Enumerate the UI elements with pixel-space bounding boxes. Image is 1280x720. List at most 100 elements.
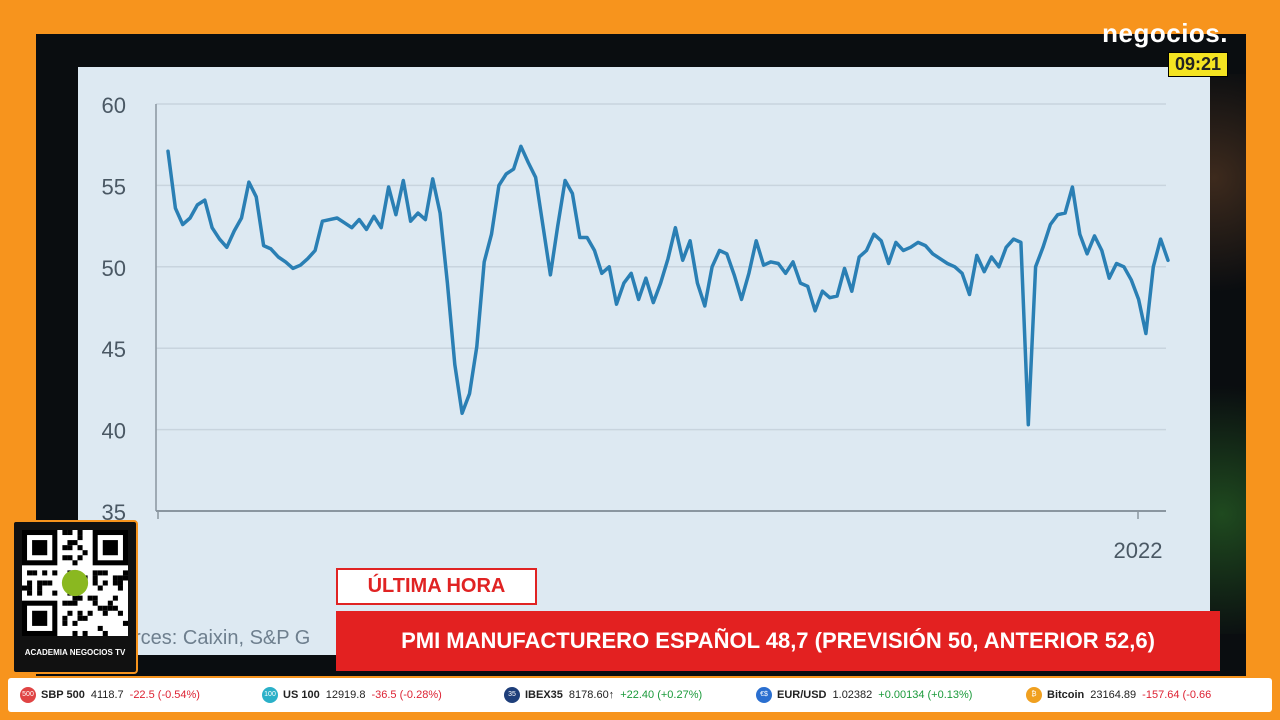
ticker-item: ₿ Bitcoin 23164.89 -157.64 (-0.66 — [1026, 678, 1211, 712]
qr-module — [107, 600, 113, 606]
qr-module — [67, 600, 73, 606]
ticker-name: US 100 — [283, 689, 320, 701]
qr-module — [62, 600, 68, 606]
ticker-name: Bitcoin — [1047, 689, 1085, 701]
ticker-item: €$ EUR/USD 1.02382 +0.00134 (+0.13%) — [756, 678, 972, 712]
qr-module — [112, 605, 118, 611]
qr-module — [82, 550, 88, 556]
y-tick-label: 40 — [102, 419, 126, 444]
qr-module — [67, 610, 73, 616]
series-line — [166, 144, 1170, 427]
market-ticker: 500 SBP 500 4118.7 -22.5 (-0.54%) 100 US 100 1… — [8, 678, 1272, 712]
qr-module — [102, 580, 108, 586]
qr-module — [97, 585, 103, 591]
qr-module — [102, 630, 108, 636]
qr-module — [77, 530, 83, 536]
qr-module — [72, 540, 78, 546]
qr-module — [37, 580, 43, 586]
breaking-news-tag: ÚLTIMA HORA — [336, 568, 537, 605]
qr-module — [122, 620, 128, 626]
qr-module — [97, 605, 103, 611]
qr-module — [92, 600, 98, 606]
qr-module — [117, 585, 123, 591]
qr-module — [42, 570, 48, 576]
ticker-item: 35 IBEX35 8178.60↑ +22.40 (+0.27%) — [504, 678, 702, 712]
qr-panel: ACADEMIA NEGOCIOS TV — [12, 520, 138, 674]
qr-module — [102, 610, 108, 616]
qr-logo-icon — [61, 569, 89, 597]
ticker-value: 23164.89 — [1090, 689, 1137, 701]
qr-module — [92, 580, 98, 586]
qr-module — [117, 575, 123, 581]
ticker-change: -22.5 (-0.54%) — [129, 689, 200, 701]
qr-module — [42, 580, 48, 586]
qr-module — [32, 540, 48, 556]
qr-module — [77, 535, 83, 541]
x-tick-label: 2022 — [1114, 538, 1163, 563]
channel-logo: negocios. — [1102, 18, 1228, 48]
qr-code-icon — [22, 530, 128, 636]
qr-module — [122, 570, 128, 576]
qr-module — [72, 620, 78, 626]
qr-module — [77, 545, 83, 551]
qr-module — [77, 595, 83, 601]
qr-module — [97, 625, 103, 631]
qr-module — [72, 560, 78, 566]
qr-module — [62, 530, 68, 536]
qr-module — [77, 615, 83, 621]
qr-module — [52, 570, 58, 576]
qr-label: ACADEMIA NEGOCIOS TV — [24, 648, 126, 657]
qr-module — [117, 580, 123, 586]
qr-module — [72, 630, 78, 636]
qr-module — [117, 610, 123, 616]
qr-module — [102, 540, 118, 556]
qr-module — [122, 575, 128, 581]
qr-module — [87, 610, 93, 616]
qr-module — [62, 545, 68, 551]
qr-module — [82, 630, 88, 636]
qr-module — [107, 605, 113, 611]
qr-module — [22, 585, 28, 591]
qr-module — [32, 570, 38, 576]
qr-module — [62, 555, 68, 561]
pmi-line-chart: 35404550556020042022 — [87, 93, 1170, 563]
ticker-value: 4118.7 — [90, 689, 124, 701]
ticker-change: +22.40 (+0.27%) — [620, 689, 703, 701]
ticker-name: IBEX35 — [525, 689, 563, 701]
y-tick-label: 55 — [102, 174, 126, 199]
qr-module — [112, 595, 118, 601]
ticker-item: 500 SBP 500 4118.7 -22.5 (-0.54%) — [20, 678, 200, 712]
qr-module — [92, 595, 98, 601]
qr-module — [82, 615, 88, 621]
qr-module — [92, 575, 98, 581]
qr-module — [77, 555, 83, 561]
qr-module — [87, 595, 93, 601]
ticker-symbol-icon: 35 — [504, 687, 520, 704]
qr-module — [72, 595, 78, 601]
ticker-value: 1.02382 — [832, 689, 873, 701]
ticker-symbol-icon: ₿ — [1026, 687, 1042, 704]
frame-border — [0, 0, 1280, 34]
ticker-symbol-icon: 500 — [20, 687, 36, 704]
qr-module — [72, 600, 78, 606]
qr-module — [67, 555, 73, 561]
ticker-item: 100 US 100 12919.8 -36.5 (-0.28%) — [262, 678, 442, 712]
y-tick-label: 50 — [102, 256, 126, 281]
ticker-symbol-icon: 100 — [262, 687, 278, 704]
breaking-news-headline: PMI MANUFACTURERO ESPAÑOL 48,7 (PREVISIÓ… — [336, 611, 1220, 671]
chart-source: rces: Caixin, S&P G — [134, 627, 311, 649]
clock: 09:21 — [1167, 52, 1228, 77]
qr-module — [27, 580, 33, 586]
chart-panel: 35404550556020042022 — [78, 67, 1210, 655]
y-tick-label: 60 — [102, 93, 126, 118]
qr-module — [27, 585, 33, 591]
qr-module — [77, 610, 83, 616]
ticker-change: -157.64 (-0.66 — [1142, 689, 1212, 701]
qr-module — [97, 570, 103, 576]
qr-module — [27, 590, 33, 596]
ticker-change: +0.00134 (+0.13%) — [878, 689, 973, 701]
ticker-name: EUR/USD — [777, 689, 827, 701]
qr-module — [27, 570, 33, 576]
qr-module — [67, 540, 73, 546]
qr-module — [37, 585, 43, 591]
